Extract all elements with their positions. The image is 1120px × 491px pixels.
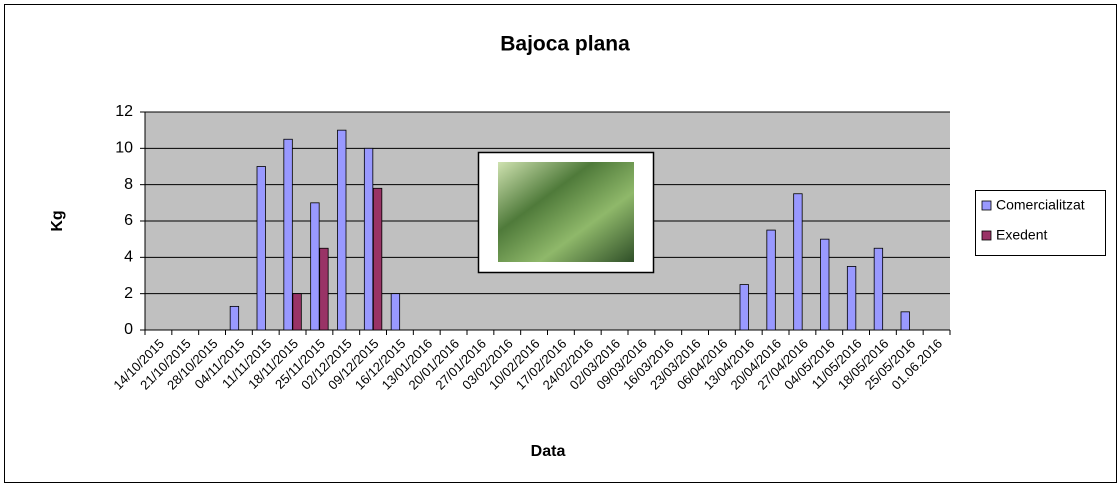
bar: [337, 129, 347, 331]
bar: [283, 138, 293, 331]
y-tick-label: 10: [115, 140, 133, 157]
y-tick-label: 6: [124, 212, 133, 229]
bar: [820, 238, 830, 331]
bar: [793, 193, 803, 331]
bar: [229, 305, 240, 331]
bar: [256, 166, 266, 331]
legend-box: [975, 190, 1106, 256]
y-tick-label: 4: [124, 249, 133, 266]
chart-title: Bajoca plana: [500, 33, 630, 56]
bar: [319, 247, 329, 331]
bar: [900, 311, 910, 331]
y-axis-title: Kg: [49, 210, 66, 231]
legend-swatch: [981, 230, 992, 241]
photo: [498, 162, 634, 262]
bar: [363, 147, 374, 331]
y-tick-label: 12: [115, 103, 133, 120]
bar: [372, 187, 383, 331]
x-axis-title: Data: [531, 443, 566, 460]
bar: [310, 202, 320, 331]
legend-swatch: [981, 200, 992, 211]
legend-label: Exedent: [996, 227, 1047, 243]
bar: [739, 284, 749, 331]
bar: [390, 293, 401, 331]
bar: [846, 266, 857, 331]
y-tick-label: 2: [124, 285, 133, 302]
bar: [873, 247, 884, 331]
y-tick-label: 8: [124, 176, 133, 193]
y-tick-label: 0: [124, 321, 133, 338]
legend-label: Comercialitzat: [996, 197, 1085, 213]
bar: [766, 229, 776, 331]
bar: [292, 293, 302, 331]
